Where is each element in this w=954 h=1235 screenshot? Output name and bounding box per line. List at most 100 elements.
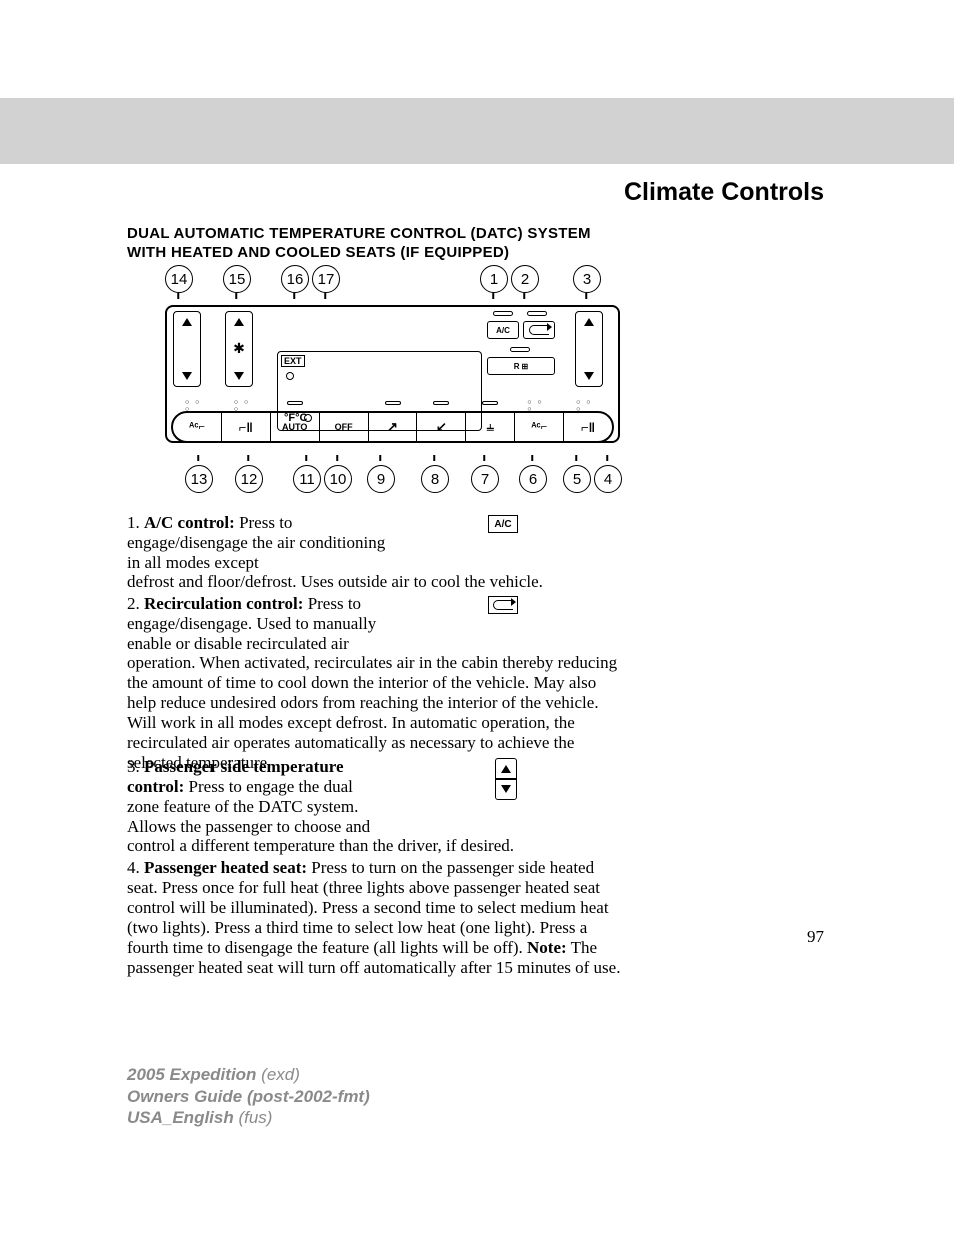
item-1-text-wide: defrost and floor/defrost. Uses outside …: [127, 572, 627, 592]
panel-mode-icon: ↗: [387, 419, 398, 435]
arrow-up-icon: [234, 318, 244, 326]
item-4-num: 4.: [127, 858, 144, 877]
rear-defrost-button: R⊞: [487, 357, 555, 375]
indicator-pill: [482, 401, 498, 405]
item-4-bold: Passenger heated seat:: [144, 858, 307, 877]
callout-17: 17: [312, 265, 340, 293]
arrow-down-icon: [182, 372, 192, 380]
callout-10: 10: [324, 465, 352, 493]
callout-4: 4: [594, 465, 622, 493]
callout-1: 1: [480, 265, 508, 293]
indicator-pill: [385, 401, 401, 405]
leader: [305, 455, 307, 461]
footer-l3b: (fus): [238, 1108, 272, 1127]
indicator-pill: [433, 401, 449, 405]
ac-icon-label: A/C: [494, 519, 511, 530]
leader: [197, 455, 199, 461]
passenger-heat-seat-button: ○ ○ ○⌐ǁ: [564, 413, 612, 441]
callout-11: 11: [293, 465, 321, 493]
callout-2: 2: [511, 265, 539, 293]
leader: [585, 293, 587, 299]
page-title: Climate Controls: [624, 178, 824, 207]
item-1-t2: defrost and floor/defrost. Uses outside …: [127, 572, 543, 591]
item-2-text-wide: operation. When activated, recirculates …: [127, 653, 627, 773]
ac-icon-box: A/C: [488, 515, 518, 533]
header-gray-bar: [0, 98, 954, 164]
callout-15: 15: [223, 265, 251, 293]
cool-seat-icon: ᴬᶜ⌐: [189, 421, 205, 433]
item-3-text-wide: control a different temperature than the…: [127, 836, 627, 856]
footer-l1a: 2005 Expedition: [127, 1065, 261, 1084]
cool-seat-icon: ᴬᶜ⌐: [531, 421, 547, 433]
item-1-text-narrow: 1. A/C control: Press to engage/disengag…: [127, 513, 387, 573]
footer-l1b: (exd): [261, 1065, 300, 1084]
leader: [606, 455, 608, 461]
callout-3: 3: [573, 265, 601, 293]
item-2-num: 2.: [127, 594, 144, 613]
floor-mode-icon: ↙: [436, 419, 447, 435]
indicator-pill: [510, 347, 530, 352]
driver-temp-rocker: [173, 311, 201, 387]
item-2-t2: operation. When activated, recirculates …: [127, 653, 617, 772]
indicator-dots: ○ ○ ○: [527, 399, 551, 413]
indicator-dots: ○ ○ ○: [185, 399, 209, 413]
callout-5: 5: [563, 465, 591, 493]
recirc-icon: [493, 600, 513, 610]
recirc-icon: [529, 325, 549, 335]
climate-control-diagram: 14 15 16 17 1 2 3 ✱ EXT °F°C A/C: [165, 265, 620, 495]
driver-heat-seat-button: ○ ○ ○⌐ǁ: [222, 413, 271, 441]
leader: [324, 293, 326, 299]
leader: [433, 455, 435, 461]
leader: [293, 293, 295, 299]
leader: [247, 455, 249, 461]
item-1-bold: A/C control:: [144, 513, 235, 532]
callout-6: 6: [519, 465, 547, 493]
callout-7: 7: [471, 465, 499, 493]
defrost-button: ⫨: [466, 413, 515, 441]
leader: [492, 293, 494, 299]
off-button: OFF: [320, 413, 369, 441]
fan-icon: ✱: [233, 341, 245, 358]
temp-rocker-icon: [495, 758, 517, 800]
ext-indicator: [286, 372, 294, 380]
item-3-num: 3.: [127, 757, 144, 776]
arrow-up-icon: [182, 318, 192, 326]
passenger-temp-rocker: [575, 311, 603, 387]
recirc-icon-box: [488, 596, 518, 614]
ac-label: A/C: [496, 326, 510, 335]
callout-9: 9: [367, 465, 395, 493]
indicator-dots: ○ ○ ○: [234, 399, 258, 413]
indicator-pill: [493, 311, 513, 316]
temp-up-icon: [496, 759, 516, 778]
indicator-dots: ○ ○ ○: [576, 399, 600, 413]
fan-rocker: ✱: [225, 311, 253, 387]
callout-13: 13: [185, 465, 213, 493]
item-4-note-bold: Note:: [527, 938, 567, 957]
footer-l2: Owners Guide (post-2002-fmt): [127, 1087, 370, 1106]
leader: [177, 293, 179, 299]
leader: [575, 455, 577, 461]
page-number: 97: [807, 927, 824, 947]
item-2-bold: Recirculation control:: [144, 594, 303, 613]
heat-seat-icon: ⌐ǁ: [239, 420, 253, 435]
passenger-cool-seat-button: ○ ○ ○ᴬᶜ⌐: [515, 413, 564, 441]
lower-button-row: ○ ○ ○ᴬᶜ⌐ ○ ○ ○⌐ǁ AUTO OFF ↗ ↙ ⫨ ○ ○ ○ᴬᶜ⌐…: [171, 411, 614, 443]
floor-mode-button: ↙: [417, 413, 466, 441]
section-heading: DUAL AUTOMATIC TEMPERATURE CONTROL (DATC…: [127, 225, 591, 263]
section-heading-line1: DUAL AUTOMATIC TEMPERATURE CONTROL (DATC…: [127, 225, 591, 242]
defrost-icon: ⫨: [487, 419, 494, 435]
leader: [531, 455, 533, 461]
footer-l3a: USA_English: [127, 1108, 238, 1127]
heat-seat-icon: ⌐ǁ: [581, 420, 595, 435]
item-2-text-narrow: 2. Recirculation control: Press to engag…: [127, 594, 387, 654]
ext-label: EXT: [281, 355, 305, 367]
auto-button: AUTO: [271, 413, 320, 441]
indicator-pill: [527, 311, 547, 316]
callout-8: 8: [421, 465, 449, 493]
arrow-down-icon: [584, 372, 594, 380]
leader: [523, 293, 525, 299]
arrow-down-icon: [234, 372, 244, 380]
callout-12: 12: [235, 465, 263, 493]
item-3-t2: control a different temperature than the…: [127, 836, 514, 855]
callout-16: 16: [281, 265, 309, 293]
